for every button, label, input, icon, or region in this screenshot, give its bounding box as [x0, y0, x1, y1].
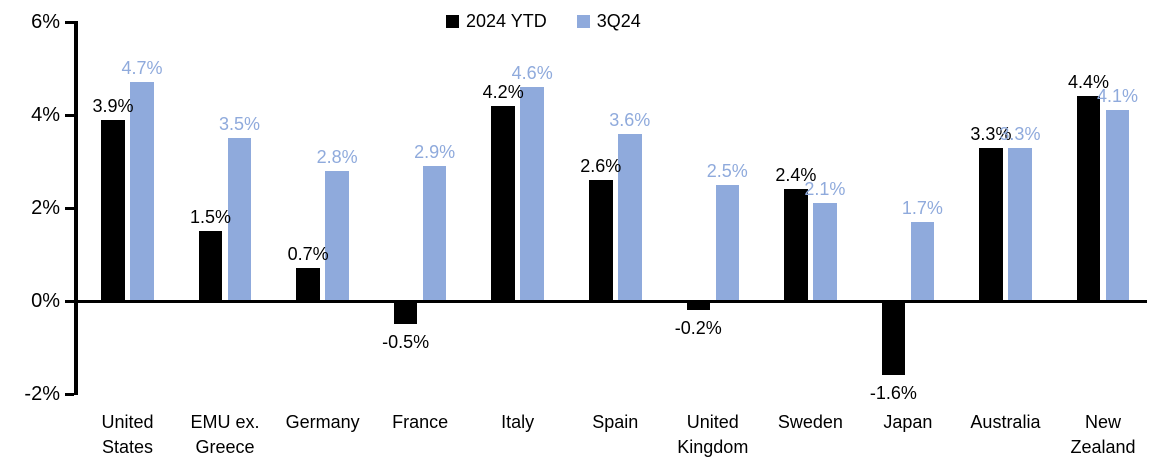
bar-3q24	[422, 166, 447, 301]
y-axis-tick-label: -2%	[24, 383, 60, 405]
x-axis-category-label-line: Spain	[592, 412, 639, 432]
bar-2024-ytd	[101, 119, 125, 301]
bar-2024-ytd	[393, 301, 418, 325]
legend-item-2024-ytd: 2024 YTD	[446, 11, 547, 32]
x-axis-category-label: Japan	[858, 410, 958, 435]
x-axis-category-label-line: Zealand	[1070, 437, 1136, 457]
x-axis-category-label-line: Germany	[285, 412, 360, 432]
legend-item-3q24: 3Q24	[576, 11, 641, 32]
bar-data-label: 4.6%	[511, 63, 553, 84]
bar-data-label: 4.1%	[1096, 86, 1139, 107]
bar-3q24	[520, 87, 544, 301]
bar-data-label: -0.5%	[382, 332, 430, 353]
bar-data-label: 1.5%	[190, 207, 232, 228]
x-axis-category-label: United Kingdom	[663, 410, 763, 460]
bar-data-label: 4.4%	[1067, 72, 1110, 93]
x-axis-category-label-line: Italy	[501, 412, 535, 432]
bar-2024-ytd	[979, 147, 1003, 301]
x-axis-category-label: France	[370, 410, 470, 435]
y-axis-tick	[65, 21, 74, 24]
y-axis-tick-label: 2%	[31, 197, 60, 219]
bar-data-label: 3.6%	[609, 109, 651, 130]
x-axis-category-label-line: States	[101, 437, 154, 457]
bar-data-label: -1.6%	[869, 383, 917, 404]
bar-data-label: 2.5%	[706, 160, 748, 181]
x-axis-category-label: Australia	[955, 410, 1055, 435]
bar-3q24	[1008, 147, 1032, 301]
bar-data-label: -0.2%	[674, 318, 722, 339]
bar-data-label: 3.3%	[970, 123, 1012, 144]
x-axis-category-label-line: EMU ex.	[190, 412, 260, 432]
bar-3q24	[910, 221, 935, 301]
x-axis-category-label: Italy	[468, 410, 568, 435]
x-axis-category-label-line: Sweden	[777, 412, 843, 432]
bar-data-label: 0.7%	[287, 244, 329, 265]
legend-label-3q24: 3Q24	[596, 11, 641, 31]
x-axis-baseline	[74, 300, 1147, 303]
x-axis-category-label-line: Australia	[970, 412, 1041, 432]
x-axis-category-label: New Zealand	[1053, 410, 1152, 460]
bar-data-label: 2.4%	[775, 165, 817, 186]
x-axis-category-label: Sweden	[760, 410, 860, 435]
bar-data-label: 3.9%	[92, 95, 134, 116]
x-axis-category-label-line: United	[686, 412, 739, 432]
bar-3q24	[618, 133, 642, 301]
x-axis-category-label-line: Kingdom	[677, 437, 749, 457]
x-axis-category-label: United States	[78, 410, 178, 460]
y-axis-tick	[65, 393, 74, 396]
bar-3q24	[227, 138, 252, 301]
y-axis-tick-label: 4%	[31, 104, 60, 126]
bar-3q24	[130, 82, 154, 301]
bar-2024-ytd	[198, 231, 223, 301]
bar-data-label: 2.6%	[580, 156, 622, 177]
x-axis-category-label-line: Greece	[195, 437, 255, 457]
bar-3q24	[715, 184, 740, 301]
x-axis-category-label-line: United	[101, 412, 154, 432]
bar-2024-ytd	[686, 301, 711, 311]
bar-2024-ytd	[1076, 96, 1101, 301]
bar-2024-ytd	[491, 105, 515, 301]
x-axis-category-label: Germany	[273, 410, 373, 435]
bar-data-label: 2.1%	[804, 179, 846, 200]
legend-swatch-3q24	[576, 15, 590, 28]
bar-data-label: 2.8%	[316, 146, 358, 167]
y-axis-tick	[65, 300, 74, 303]
bar-3q24	[813, 203, 837, 301]
bar-data-label: 2.9%	[414, 142, 456, 163]
x-axis-category-label: EMU ex. Greece	[175, 410, 275, 460]
x-axis-category-label-line: Japan	[883, 412, 933, 432]
y-axis-line	[74, 21, 78, 395]
x-axis-category-label-line: New	[1084, 412, 1121, 432]
y-axis-tick-label: 0%	[31, 290, 60, 312]
bar-3q24	[325, 170, 349, 301]
y-axis-tick-label: 6%	[31, 11, 60, 33]
x-axis-category-label-line: France	[392, 412, 449, 432]
bar-2024-ytd	[296, 268, 320, 301]
bar-2024-ytd	[881, 301, 906, 376]
legend-label-2024-ytd: 2024 YTD	[466, 11, 547, 31]
bar-data-label: 4.7%	[121, 58, 163, 79]
bar-data-label: 1.7%	[901, 197, 943, 218]
y-axis-tick	[65, 207, 74, 210]
bar-data-label: 3.5%	[219, 114, 261, 135]
y-axis-tick	[65, 114, 74, 117]
chart-legend: 2024 YTD 3Q24	[446, 11, 641, 32]
bar-3q24	[1105, 110, 1130, 301]
bar-2024-ytd	[784, 189, 808, 301]
legend-swatch-2024-ytd	[446, 15, 459, 28]
x-axis-category-label: Spain	[565, 410, 665, 435]
bar-data-label: 4.2%	[482, 81, 524, 102]
bar-2024-ytd	[589, 180, 613, 301]
bar-data-label: 3.3%	[999, 123, 1041, 144]
